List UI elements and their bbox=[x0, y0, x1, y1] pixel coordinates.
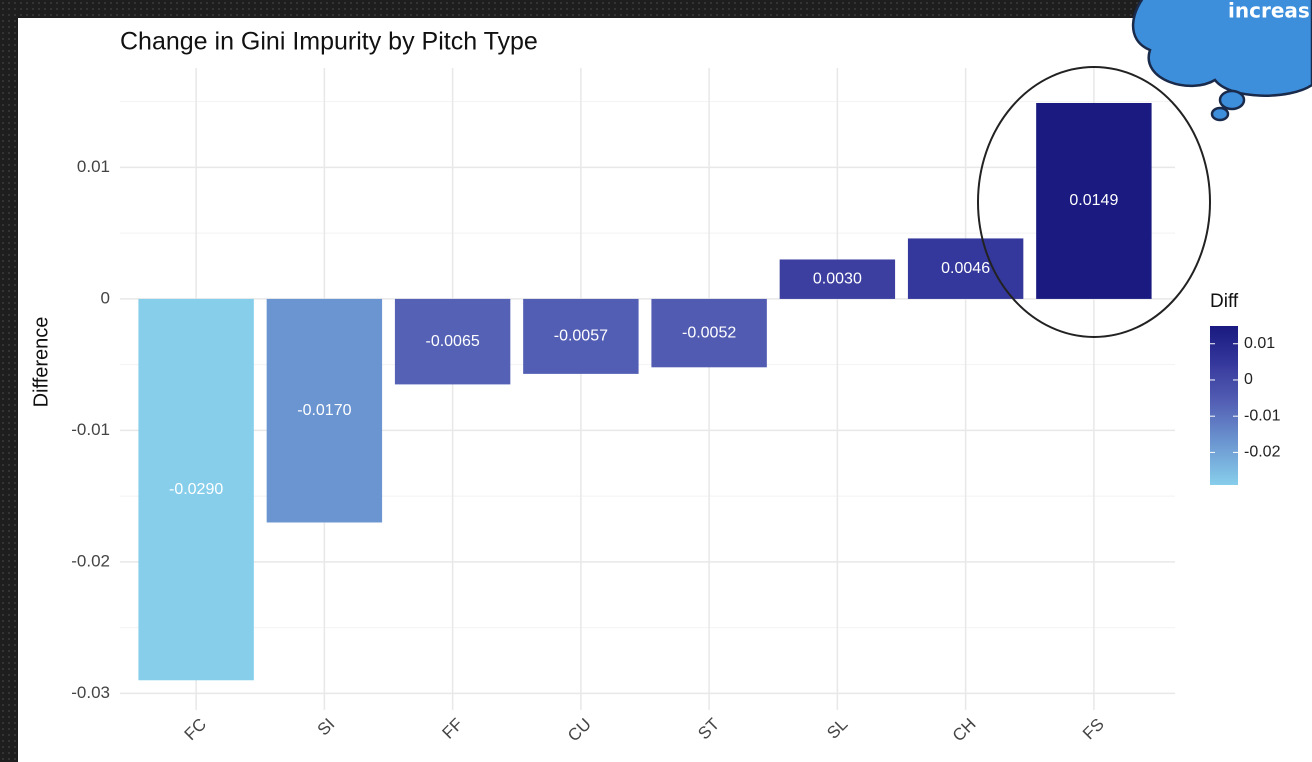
value-label: -0.0170 bbox=[297, 402, 351, 419]
legend-tick-label: 0.01 bbox=[1244, 335, 1275, 352]
bar bbox=[266, 298, 383, 523]
value-label: 0.0046 bbox=[941, 260, 990, 277]
value-label: -0.0057 bbox=[554, 328, 608, 345]
legend-tick-label: 0 bbox=[1244, 371, 1253, 388]
legend-tick-label: -0.02 bbox=[1244, 444, 1281, 461]
legend-title: Diff bbox=[1210, 291, 1239, 312]
highlight-ellipse bbox=[977, 66, 1211, 338]
bar bbox=[138, 298, 254, 681]
bar bbox=[651, 298, 767, 368]
y-tick-label: 0.01 bbox=[77, 157, 110, 176]
bar bbox=[779, 259, 896, 299]
chart-title: Change in Gini Impurity by Pitch Type bbox=[120, 28, 538, 56]
value-label: -0.0052 bbox=[682, 324, 736, 341]
legend-tick-label: -0.01 bbox=[1244, 407, 1281, 424]
y-tick-label: -0.01 bbox=[71, 420, 110, 439]
value-label: -0.0065 bbox=[425, 333, 479, 350]
value-label: 0.0149 bbox=[1069, 192, 1118, 209]
thought-cloud: increas bbox=[1131, 0, 1312, 122]
legend-colorbar bbox=[1210, 326, 1238, 485]
bar bbox=[1036, 102, 1152, 299]
value-label: 0.0030 bbox=[813, 270, 862, 287]
y-tick-label: -0.02 bbox=[71, 551, 110, 570]
y-tick-label: -0.03 bbox=[71, 683, 110, 702]
bar bbox=[394, 298, 511, 385]
y-axis-label: Difference bbox=[30, 317, 52, 408]
callout-text: increas bbox=[1228, 0, 1310, 23]
y-tick-label: 0 bbox=[101, 288, 110, 307]
value-label: -0.0290 bbox=[169, 481, 223, 498]
plot: -0.03-0.02-0.0100.01FC-0.0290SI-0.0170FF… bbox=[71, 68, 1281, 745]
bar bbox=[523, 298, 639, 374]
